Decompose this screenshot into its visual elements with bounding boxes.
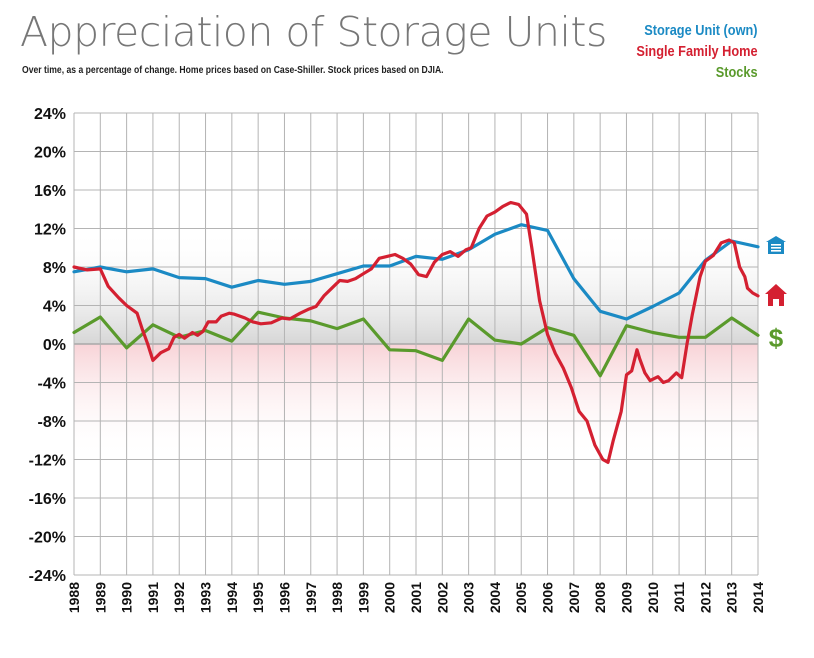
x-tick-label: 1993 [198, 582, 214, 613]
x-tick-label: 2011 [671, 582, 687, 613]
y-tick-label: -24% [29, 568, 66, 585]
legend-item-storage: Storage Unit (own) [644, 22, 758, 39]
x-tick-label: 1996 [276, 582, 292, 613]
x-tick-label: 2012 [697, 582, 713, 613]
y-tick-label: -4% [38, 376, 66, 393]
x-tick-label: 2004 [487, 582, 503, 613]
x-tick-label: 1988 [66, 582, 82, 613]
x-tick-label: 2000 [382, 582, 398, 613]
legend-item-home: Single Family Home [636, 43, 758, 60]
x-tick-label: 2007 [566, 582, 582, 613]
chart-title: Appreciation of Storage Units [20, 8, 607, 56]
house-icon [765, 284, 787, 306]
x-tick-label: 2003 [461, 582, 477, 613]
legend-item-stocks: Stocks [716, 64, 758, 81]
x-tick-label: 2010 [645, 582, 661, 613]
x-tick-label: 1994 [224, 582, 240, 613]
y-tick-label: 0% [43, 337, 66, 354]
x-tick-label: 1989 [92, 582, 108, 613]
x-tick-label: 2001 [408, 582, 424, 613]
x-tick-label: 2008 [592, 582, 608, 613]
y-tick-label: 4% [43, 299, 66, 316]
dollar-icon: $ [769, 323, 784, 353]
y-axis: 24% 20% 16% 12% 8% 4% 0% -4% -8% -12% -16% -20% -24% [29, 106, 66, 585]
y-tick-label: -12% [29, 453, 66, 470]
x-tick-label: 2006 [540, 582, 556, 613]
x-tick-label: 2009 [618, 582, 634, 613]
x-tick-label: 1999 [355, 582, 371, 613]
x-tick-label: 1995 [250, 582, 266, 613]
garage-icon [766, 236, 786, 254]
series-lines [72, 200, 760, 464]
x-tick-label: 1991 [145, 582, 161, 613]
x-axis: 1988 1989 1990 1991 1992 1993 1994 1995 1996 1997… [66, 582, 766, 613]
series-icons: $ [765, 236, 787, 353]
y-tick-label: 8% [43, 260, 66, 277]
chart-subtitle: Over time, as a percentage of change. Ho… [22, 64, 444, 76]
x-tick-label: 2014 [750, 582, 766, 613]
x-tick-label: 2005 [513, 582, 529, 613]
y-tick-label: 16% [34, 183, 66, 200]
y-tick-label: 12% [34, 222, 66, 239]
x-tick-label: 1990 [119, 582, 135, 613]
grid [73, 112, 759, 576]
x-tick-label: 1992 [171, 582, 187, 613]
y-tick-label: -8% [38, 414, 66, 431]
y-tick-label: -16% [29, 491, 66, 508]
y-tick-label: 20% [34, 145, 66, 162]
y-tick-label: -20% [29, 530, 66, 547]
x-tick-label: 1998 [329, 582, 345, 613]
x-tick-label: 1997 [303, 582, 319, 613]
x-tick-label: 2002 [434, 582, 450, 613]
series-line-single-family-home [72, 200, 760, 464]
legend: Storage Unit (own) Single Family Home St… [615, 20, 758, 83]
y-tick-label: 24% [34, 106, 66, 123]
x-tick-label: 2013 [724, 582, 740, 613]
